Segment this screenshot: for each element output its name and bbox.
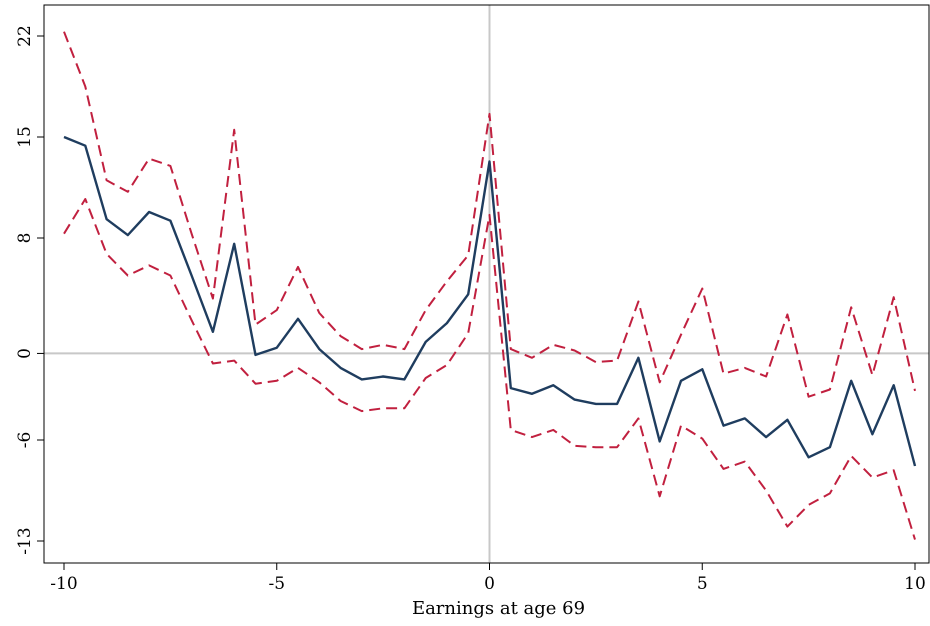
x-tick-label: 0	[484, 574, 495, 594]
x-tick-label: 10	[904, 574, 926, 594]
x-tick-label: 5	[697, 574, 708, 594]
series-layer	[63, 31, 917, 540]
series-line-estimate	[63, 135, 917, 467]
y-tick-label: 22	[15, 25, 35, 47]
y-tick-label: 15	[15, 126, 35, 148]
y-tick-label: 8	[15, 233, 35, 244]
y-tick-label: 0	[15, 348, 35, 359]
plot-frame	[43, 4, 930, 564]
y-tick-label: -13	[15, 527, 35, 554]
reference-lines	[44, 5, 929, 563]
y-tick-label: -6	[15, 432, 35, 449]
x-axis-title: Earnings at age 69	[412, 598, 585, 619]
y-axis: -13 -6 0 8 15 22	[15, 25, 44, 555]
series-line-upper-ci	[63, 31, 916, 398]
x-tick-label: -10	[50, 574, 77, 594]
x-axis: -10 -5 0 5 10	[50, 563, 926, 594]
x-tick-label: -5	[268, 574, 285, 594]
series-line-lower-ci	[63, 198, 916, 540]
